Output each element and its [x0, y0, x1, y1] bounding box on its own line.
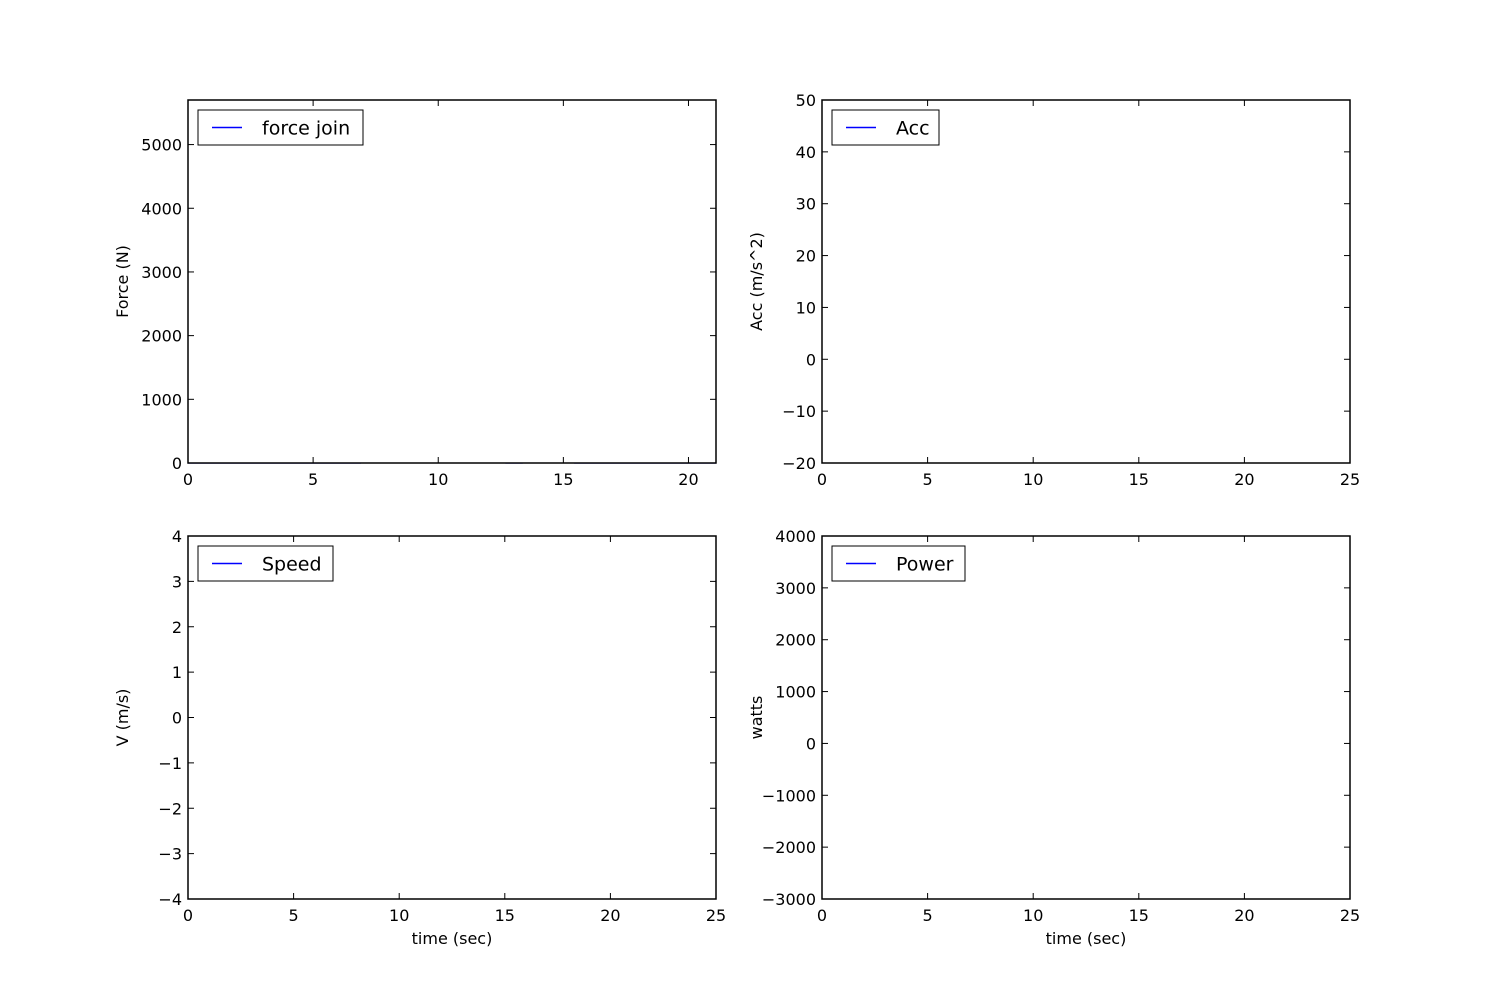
- x-tick-label: 10: [1023, 906, 1043, 925]
- legend: Power: [831, 545, 966, 582]
- y-axis-label: V (m/s): [113, 689, 132, 747]
- y-tick-label: 0: [806, 734, 816, 753]
- axes-frame: [821, 99, 1351, 464]
- y-tick-label: 3000: [775, 579, 816, 598]
- x-tick-label: 15: [495, 906, 515, 925]
- x-tick-label: 25: [1340, 906, 1360, 925]
- y-tick-label: −1000: [762, 786, 816, 805]
- y-tick-label: 3: [172, 572, 182, 591]
- axes-frame: [821, 535, 1351, 900]
- x-tick-label: 10: [428, 470, 448, 489]
- x-tick-label: 20: [678, 470, 698, 489]
- y-axis-label: watts: [747, 696, 766, 740]
- x-tick-label: 0: [817, 470, 827, 489]
- chart-panel-4: 0 5 10 15 20 25 −3000 −2000 −1000 0 1000 2000 3000 40…: [747, 527, 1360, 948]
- chart-panel-3: 0 5 10 15 20 25 −4 −3 −2 −1 0 1 2 3 4 V (m/s) time (sec)…: [113, 527, 726, 948]
- y-tick-label: −10: [782, 402, 816, 421]
- y-tick-label: 5000: [141, 136, 182, 155]
- y-tick-label: −4: [158, 890, 182, 909]
- y-tick-label: 40: [796, 143, 816, 162]
- y-tick-label: −20: [782, 454, 816, 473]
- y-tick-label: 0: [172, 454, 182, 473]
- y-tick-label: 2: [172, 618, 182, 637]
- x-axis-label: time (sec): [412, 929, 493, 948]
- x-tick-label: 25: [1340, 470, 1360, 489]
- x-tick-label: 20: [1234, 470, 1254, 489]
- axes-frame: [187, 535, 717, 900]
- y-tick-label: 2000: [141, 327, 182, 346]
- legend-label: Speed: [262, 554, 322, 576]
- y-tick-label: 0: [172, 709, 182, 728]
- legend-label: Acc: [896, 118, 930, 140]
- x-tick-label: 0: [183, 470, 193, 489]
- x-tick-label: 5: [308, 470, 318, 489]
- x-tick-label: 0: [183, 906, 193, 925]
- x-tick-label: 20: [600, 906, 620, 925]
- y-tick-label: −2000: [762, 838, 816, 857]
- y-tick-label: −3000: [762, 890, 816, 909]
- x-tick-label: 5: [923, 470, 933, 489]
- chart-panel-2: 0 5 10 15 20 25 −20 −10 0 10 20 30 40 50 Acc (m/s^2) Ac…: [747, 91, 1360, 489]
- x-tick-label: 5: [289, 906, 299, 925]
- x-tick-label: 25: [706, 906, 726, 925]
- y-tick-label: 4: [172, 527, 182, 546]
- legend-label: Power: [896, 554, 954, 576]
- x-axis-label: time (sec): [1046, 929, 1127, 948]
- y-tick-label: 20: [796, 247, 816, 266]
- axes-frame: [187, 99, 717, 464]
- y-tick-label: 2000: [775, 631, 816, 650]
- x-tick-label: 15: [1129, 906, 1149, 925]
- x-tick-label: 5: [923, 906, 933, 925]
- y-tick-label: −1: [158, 754, 182, 773]
- x-tick-label: 10: [1023, 470, 1043, 489]
- y-tick-label: 50: [796, 91, 816, 110]
- y-tick-label: −2: [158, 799, 182, 818]
- x-tick-label: 0: [817, 906, 827, 925]
- y-axis-label: Force (N): [113, 245, 132, 318]
- y-tick-label: 1000: [775, 683, 816, 702]
- x-tick-label: 15: [1129, 470, 1149, 489]
- y-tick-label: 3000: [141, 263, 182, 282]
- x-tick-label: 20: [1234, 906, 1254, 925]
- legend: Acc: [831, 109, 940, 146]
- legend: force join: [197, 109, 364, 146]
- legend-label: force join: [262, 118, 350, 140]
- y-tick-label: 1: [172, 663, 182, 682]
- y-tick-label: 4000: [775, 527, 816, 546]
- legend: Speed: [197, 545, 334, 582]
- x-tick-label: 10: [389, 906, 409, 925]
- y-tick-label: −3: [158, 845, 182, 864]
- y-axis-label: Acc (m/s^2): [747, 232, 766, 331]
- chart-panel-1: 0 5 10 15 20 0 1000 2000 3000 4000 5000 Force (N) fo…: [113, 99, 717, 489]
- y-tick-label: 10: [796, 298, 816, 317]
- y-tick-label: 30: [796, 195, 816, 214]
- y-tick-label: 1000: [141, 390, 182, 409]
- y-tick-label: 0: [806, 350, 816, 369]
- x-tick-label: 15: [553, 470, 573, 489]
- y-tick-label: 4000: [141, 199, 182, 218]
